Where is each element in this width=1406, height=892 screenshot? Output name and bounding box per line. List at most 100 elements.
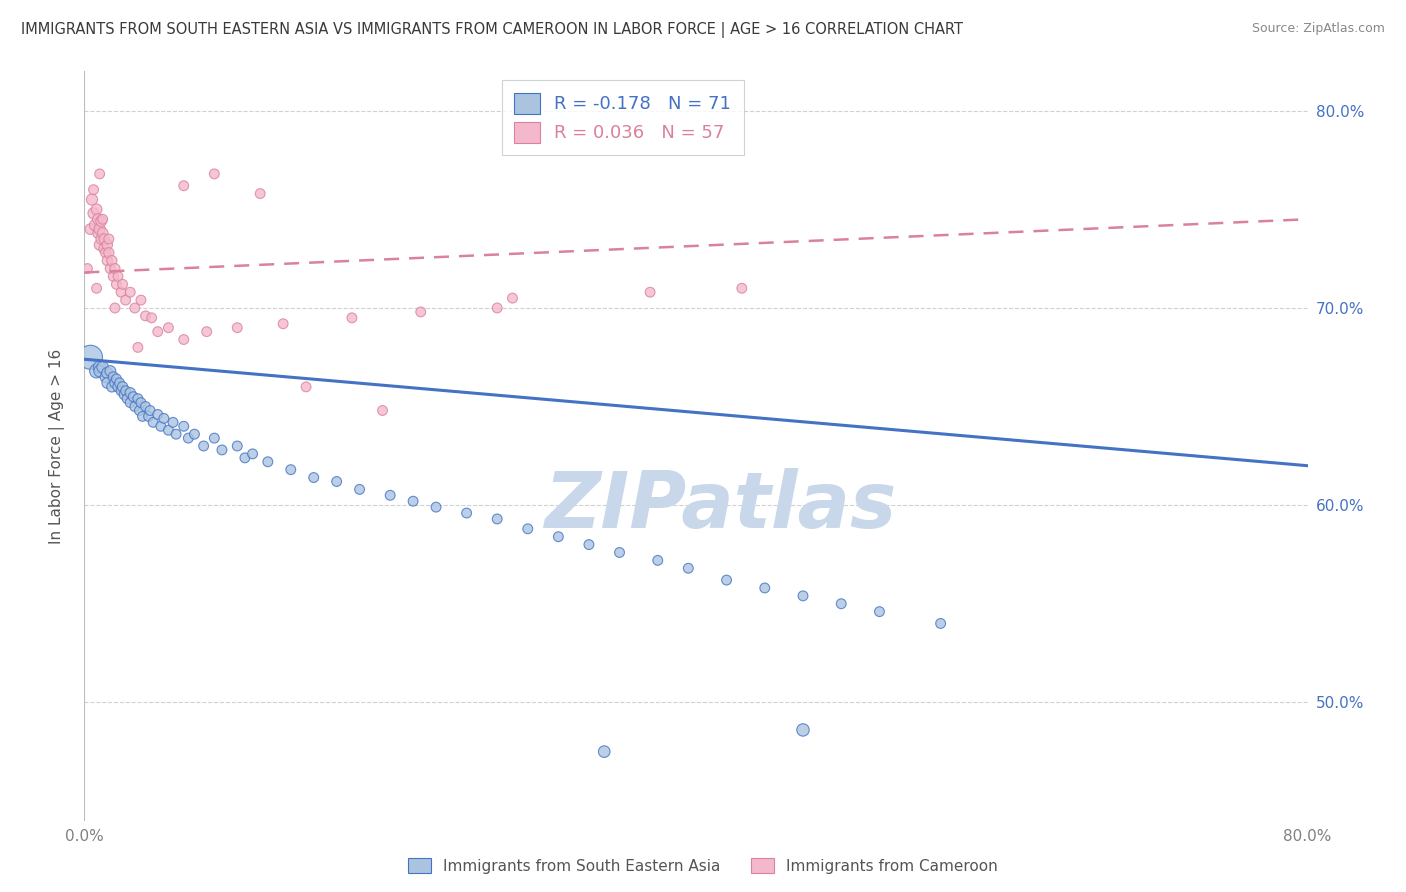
- Point: [869, 605, 891, 619]
- Point: [86, 281, 108, 295]
- Point: [177, 431, 200, 445]
- Point: [183, 427, 205, 442]
- Point: [96, 376, 118, 390]
- Point: [173, 419, 195, 434]
- Point: [94, 370, 117, 384]
- Point: [402, 494, 425, 508]
- Point: [226, 320, 249, 334]
- Point: [142, 415, 165, 429]
- Point: [103, 370, 125, 384]
- Point: [80, 193, 103, 207]
- Point: [83, 183, 105, 197]
- Point: [93, 232, 115, 246]
- Point: [87, 212, 110, 227]
- Point: [131, 409, 153, 424]
- Legend: Immigrants from South Eastern Asia, Immigrants from Cameroon: Immigrants from South Eastern Asia, Immi…: [402, 852, 1004, 880]
- Point: [91, 226, 114, 240]
- Point: [678, 561, 700, 575]
- Point: [139, 403, 162, 417]
- Point: [157, 320, 180, 334]
- Point: [135, 309, 157, 323]
- Point: [114, 384, 136, 398]
- Point: [96, 366, 118, 380]
- Point: [754, 581, 776, 595]
- Point: [90, 232, 112, 246]
- Point: [146, 408, 169, 422]
- Point: [578, 538, 600, 552]
- Point: [129, 395, 152, 409]
- Point: [129, 293, 152, 307]
- Point: [211, 442, 233, 457]
- Point: [94, 245, 117, 260]
- Point: [105, 372, 128, 386]
- Point: [105, 277, 128, 292]
- Point: [122, 390, 145, 404]
- Point: [86, 202, 108, 217]
- Point: [110, 384, 132, 398]
- Point: [107, 269, 129, 284]
- Point: [271, 317, 294, 331]
- Point: [107, 380, 129, 394]
- Text: ZIPatlas: ZIPatlas: [544, 468, 897, 544]
- Point: [165, 427, 187, 442]
- Point: [89, 364, 111, 378]
- Point: [120, 285, 142, 300]
- Point: [98, 261, 121, 276]
- Point: [111, 380, 134, 394]
- Point: [202, 167, 225, 181]
- Point: [104, 261, 127, 276]
- Point: [295, 380, 318, 394]
- Point: [91, 360, 114, 375]
- Point: [97, 245, 120, 260]
- Point: [173, 333, 195, 347]
- Point: [79, 222, 101, 236]
- Point: [486, 301, 509, 315]
- Point: [456, 506, 478, 520]
- Point: [90, 214, 112, 228]
- Point: [89, 238, 111, 252]
- Point: [124, 400, 146, 414]
- Point: [502, 291, 524, 305]
- Point: [146, 325, 169, 339]
- Point: [249, 186, 271, 201]
- Point: [593, 745, 616, 759]
- Point: [76, 261, 98, 276]
- Point: [195, 325, 218, 339]
- Point: [202, 431, 225, 445]
- Point: [792, 723, 814, 737]
- Point: [486, 512, 509, 526]
- Point: [547, 530, 569, 544]
- Point: [98, 364, 121, 378]
- Point: [111, 277, 134, 292]
- Point: [425, 500, 447, 515]
- Point: [79, 351, 101, 365]
- Point: [929, 616, 952, 631]
- Point: [87, 226, 110, 240]
- Point: [380, 488, 402, 502]
- Point: [101, 253, 124, 268]
- Point: [340, 310, 363, 325]
- Point: [716, 573, 738, 587]
- Point: [104, 376, 127, 390]
- Point: [89, 360, 111, 375]
- Point: [110, 285, 132, 300]
- Point: [233, 450, 256, 465]
- Point: [257, 455, 280, 469]
- Point: [120, 385, 142, 400]
- Point: [141, 310, 163, 325]
- Point: [647, 553, 669, 567]
- Point: [108, 376, 131, 390]
- Point: [96, 238, 118, 252]
- Text: IMMIGRANTS FROM SOUTH EASTERN ASIA VS IMMIGRANTS FROM CAMEROON IN LABOR FORCE | : IMMIGRANTS FROM SOUTH EASTERN ASIA VS IM…: [21, 22, 963, 38]
- Point: [173, 178, 195, 193]
- Point: [302, 470, 325, 484]
- Point: [120, 395, 142, 409]
- Text: Source: ZipAtlas.com: Source: ZipAtlas.com: [1251, 22, 1385, 36]
- Point: [325, 475, 347, 489]
- Point: [638, 285, 661, 300]
- Point: [83, 206, 105, 220]
- Point: [86, 364, 108, 378]
- Point: [124, 301, 146, 315]
- Point: [127, 340, 149, 354]
- Point: [280, 463, 302, 477]
